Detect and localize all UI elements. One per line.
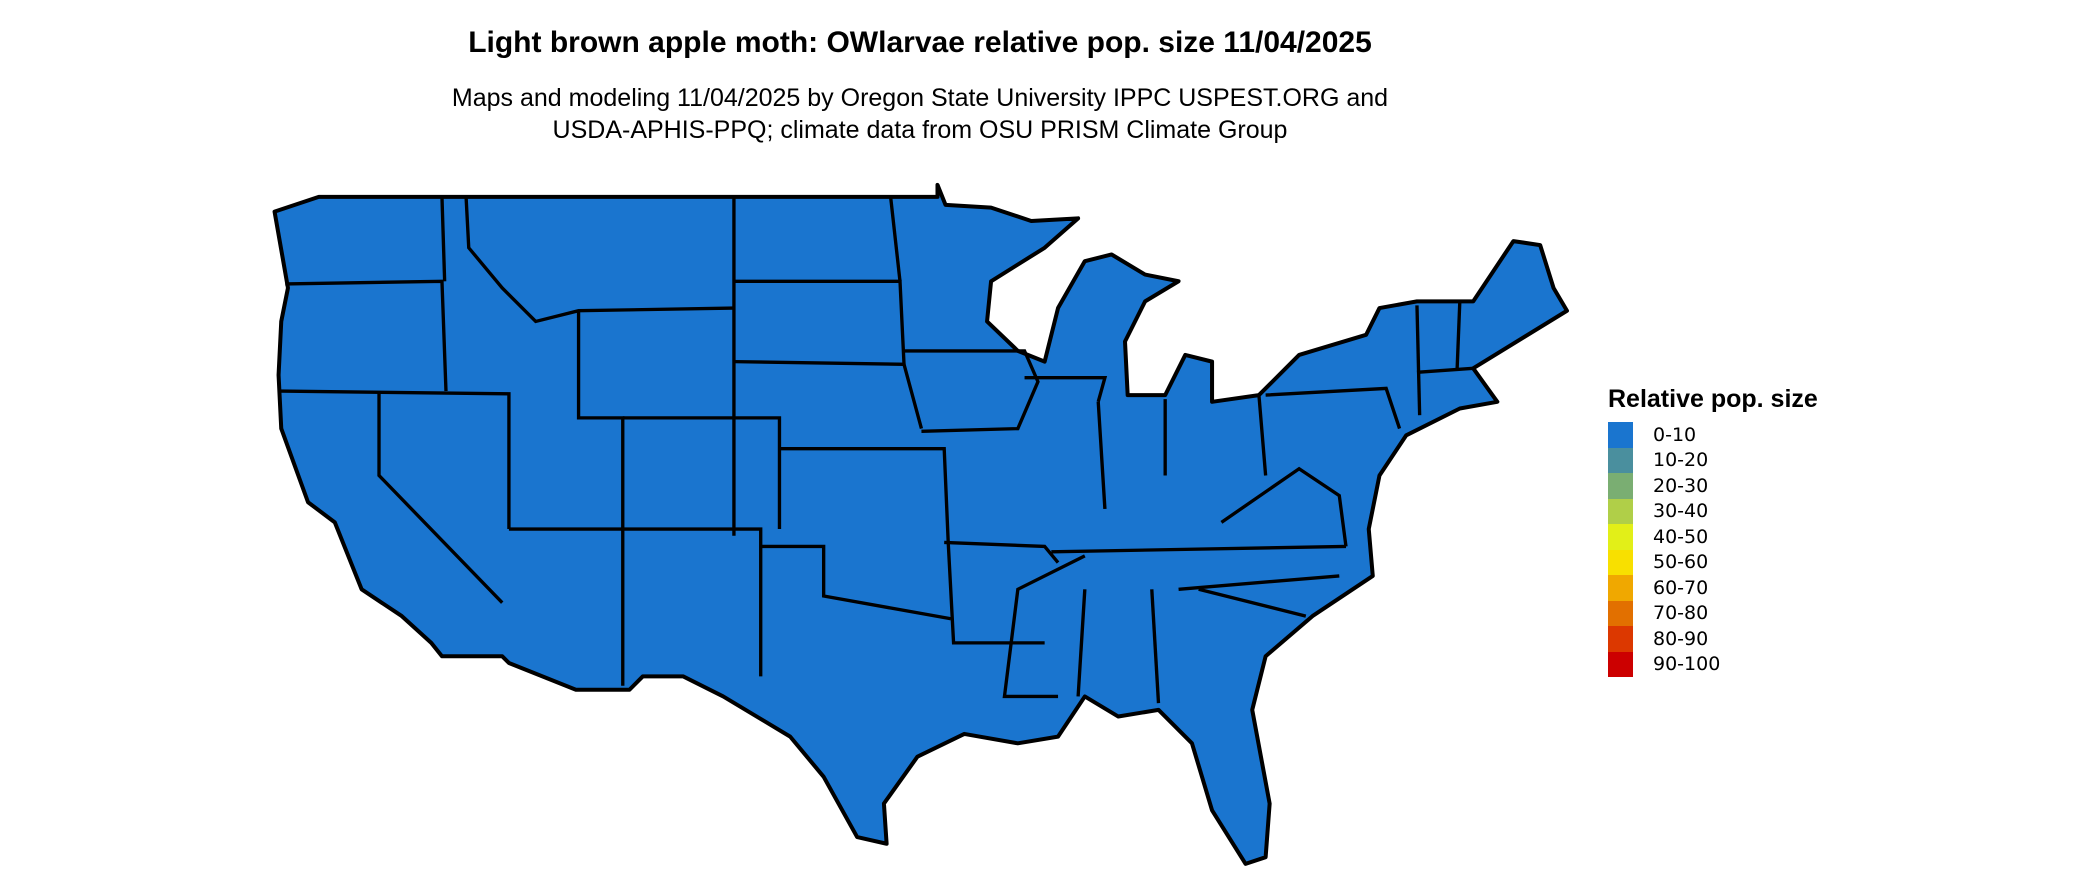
legend-item: 0-10 — [1608, 422, 1818, 448]
legend-label: 40-50 — [1653, 525, 1709, 548]
legend-label: 50-60 — [1653, 551, 1709, 574]
legend-swatch — [1608, 422, 1633, 448]
legend-item: 20-30 — [1608, 473, 1818, 499]
legend-item: 50-60 — [1608, 549, 1818, 575]
map-subtitle-line2: USDA-APHIS-PPQ; climate data from OSU PR… — [552, 116, 1288, 144]
map-title: Light brown apple moth: OWlarvae relativ… — [468, 26, 1372, 59]
legend-label: 0-10 — [1653, 423, 1697, 446]
state-borders — [279, 196, 1474, 704]
legend-swatch — [1608, 498, 1633, 524]
legend: Relative pop. size 0-10 10-20 20-30 30-40 40… — [1608, 385, 1818, 677]
legend-label: 70-80 — [1653, 602, 1709, 625]
legend-label: 90-100 — [1653, 653, 1721, 676]
legend-swatch — [1608, 447, 1633, 473]
legend-swatch — [1608, 626, 1633, 652]
legend-swatch — [1608, 575, 1633, 601]
legend-label: 20-30 — [1653, 474, 1709, 497]
legend-swatch — [1608, 600, 1633, 626]
map-subtitle-line1: Maps and modeling 11/04/2025 by Oregon S… — [451, 84, 1389, 112]
legend-swatch — [1608, 473, 1633, 499]
legend-item: 70-80 — [1608, 600, 1818, 626]
legend-item: 90-100 — [1608, 651, 1818, 677]
legend-swatch — [1608, 549, 1633, 575]
legend-label: 30-40 — [1653, 500, 1709, 523]
legend-item: 40-50 — [1608, 524, 1818, 550]
legend-swatch — [1608, 651, 1633, 677]
legend-label: 80-90 — [1653, 627, 1709, 650]
legend-item: 80-90 — [1608, 626, 1818, 652]
legend-item: 60-70 — [1608, 575, 1818, 601]
legend-item: 30-40 — [1608, 498, 1818, 524]
legend-item: 10-20 — [1608, 447, 1818, 473]
legend-swatch — [1608, 524, 1633, 550]
legend-label: 10-20 — [1653, 449, 1709, 472]
legend-label: 60-70 — [1653, 576, 1709, 599]
us-outline — [272, 182, 1569, 866]
legend-title: Relative pop. size — [1608, 385, 1818, 413]
